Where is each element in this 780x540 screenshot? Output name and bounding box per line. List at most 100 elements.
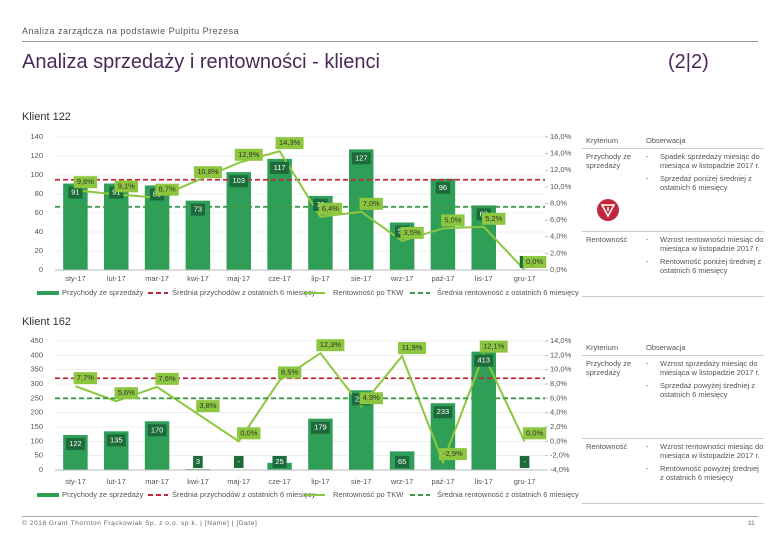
bar-label: 103 xyxy=(232,176,245,185)
observation: - Wzrost sprzedaży miesiąc do miesiąca w … xyxy=(646,359,764,377)
observation: - Wzrost rentowności miesiąc do miesiąca … xyxy=(646,235,764,253)
slide-title: Analiza sprzedaży i rentowności - klienc… xyxy=(22,51,380,73)
y2-tick-label: -2,0% xyxy=(550,451,570,460)
bar-label: 233 xyxy=(437,407,450,416)
line-label: 11,9% xyxy=(402,343,423,352)
y2-tick-label: 2,0% xyxy=(550,422,567,431)
bullet: - xyxy=(646,152,649,161)
bar-label: 73 xyxy=(194,205,202,214)
line-label: 4,9% xyxy=(363,393,380,402)
bar-label-box xyxy=(474,354,494,367)
footer-copyright: © 2018 Grant Thornton Frąckowiak Sp. z o… xyxy=(22,520,258,527)
line-label-box xyxy=(73,372,98,385)
bar-label: 127 xyxy=(355,153,368,162)
y2-tick-label: 14,0% xyxy=(550,336,572,345)
y2-tick-label: 12,0% xyxy=(550,165,572,174)
panel: Kryterium Obserwacja Przychody ze sprzedaż… xyxy=(582,340,764,504)
y2-tick-label: 10,0% xyxy=(550,182,572,191)
line-label-box xyxy=(234,148,263,161)
x-tick-label: sie-17 xyxy=(351,477,371,486)
bar-label-box xyxy=(270,161,289,174)
bar-label-box xyxy=(519,456,530,468)
bullet: - xyxy=(646,381,649,390)
line-label: 3,8% xyxy=(199,401,216,410)
y2-tick-label: -4,0% xyxy=(550,465,570,474)
x-tick-label: gru-17 xyxy=(514,477,536,486)
line-label-box xyxy=(359,197,383,210)
observation-text: Spadek sprzedaży miesiąc do miesiąca w l… xyxy=(660,152,760,170)
bar-label: 3 xyxy=(196,457,200,466)
bar-label: 96 xyxy=(439,183,447,192)
panel-row: Przychody ze sprzedaży - Spadek sprzedaży … xyxy=(582,149,764,232)
x-tick-label: sie-17 xyxy=(351,274,371,283)
line-label: 0,0% xyxy=(526,257,543,266)
legend-label: Średnia rentowność z ostatnich 6 miesięc… xyxy=(437,490,579,499)
bar-label: - xyxy=(238,457,241,466)
bar xyxy=(471,351,496,470)
legend-label: Rentowność po TKW xyxy=(333,288,404,297)
observation: - Sprzedaż poniżej średniej z ostatnich 6… xyxy=(646,174,764,192)
line-label: 8,5% xyxy=(281,367,298,376)
rule xyxy=(22,516,758,517)
line-label: 14,3% xyxy=(279,138,301,147)
x-tick-label: sty-17 xyxy=(65,274,85,283)
bar-label-box xyxy=(68,186,83,199)
y2-tick-label: 14,0% xyxy=(550,149,572,158)
y-tick-label: 80 xyxy=(35,189,43,198)
y-tick-label: 50 xyxy=(35,451,43,460)
y2-tick-label: 0,0% xyxy=(550,265,567,274)
y2-tick-label: 6,0% xyxy=(550,215,567,224)
line-label-box xyxy=(441,214,465,227)
y2-tick-label: 8,0% xyxy=(550,379,567,388)
bar-label-box xyxy=(66,438,85,451)
observation: - Rentowność powyżej średniej z ostatnich… xyxy=(646,464,764,482)
x-tick-label: wrz-17 xyxy=(390,477,414,486)
header-cell: Obserwacja xyxy=(646,343,686,352)
x-tick-label: gru-17 xyxy=(514,274,536,283)
header-cell: Kryterium xyxy=(586,136,619,145)
y2-tick-label: 12,0% xyxy=(550,350,572,359)
line-label-box xyxy=(155,183,179,196)
warning-icon xyxy=(597,199,619,221)
observation: - Wzrost rentowności miesiąc do miesiąca … xyxy=(646,442,764,460)
y-tick-label: 0 xyxy=(39,265,43,274)
rule xyxy=(22,41,758,42)
observation-text: Sprzedaż powyżej średniej z ostatnich 6 … xyxy=(660,381,756,399)
bar-label: 170 xyxy=(151,425,164,434)
header-cell: Obserwacja xyxy=(646,136,686,145)
bar-label: 25 xyxy=(275,457,283,466)
line xyxy=(75,149,526,271)
line-label: 12,9% xyxy=(238,150,260,159)
footer-page: 11 xyxy=(748,520,755,527)
panel-row: Rentowność - Wzrost rentowności miesiąc do… xyxy=(582,232,764,297)
header-cell: Kryterium xyxy=(586,343,619,352)
line-label: 9,6% xyxy=(77,177,94,186)
line-label: 3,5% xyxy=(404,228,421,237)
line-label-box xyxy=(400,226,424,239)
bar-label: 122 xyxy=(69,439,82,448)
bar-label-box xyxy=(147,424,167,437)
criterion: Przychody ze sprzedaży xyxy=(586,152,632,170)
panel-header: Kryterium Obserwacja xyxy=(582,133,764,149)
line-label: 5,6% xyxy=(118,388,135,397)
y-tick-label: 300 xyxy=(30,379,43,388)
line-label-box xyxy=(275,137,304,150)
y2-tick-label: 6,0% xyxy=(550,393,567,402)
x-tick-label: wrz-17 xyxy=(390,274,414,283)
y-tick-label: 120 xyxy=(30,151,43,160)
x-tick-label: lut-17 xyxy=(107,274,126,283)
observation-text: Rentowność poniżej średniej z ostatnich … xyxy=(660,257,762,275)
bar xyxy=(267,158,292,270)
x-tick-label: cze-17 xyxy=(268,274,291,283)
x-tick-label: maj-17 xyxy=(227,477,250,486)
legend-swatch xyxy=(37,493,59,497)
section-title: Klient 122 xyxy=(22,111,71,123)
bar-label-box xyxy=(272,456,287,468)
observation-text: Wzrost rentowności miesiąc do miesiąca w… xyxy=(660,442,764,460)
y-tick-label: 450 xyxy=(30,336,43,345)
line-label-box xyxy=(398,342,427,355)
bar-label-box xyxy=(435,181,451,194)
x-tick-label: mar-17 xyxy=(145,274,169,283)
line-label: 12,3% xyxy=(320,340,342,349)
